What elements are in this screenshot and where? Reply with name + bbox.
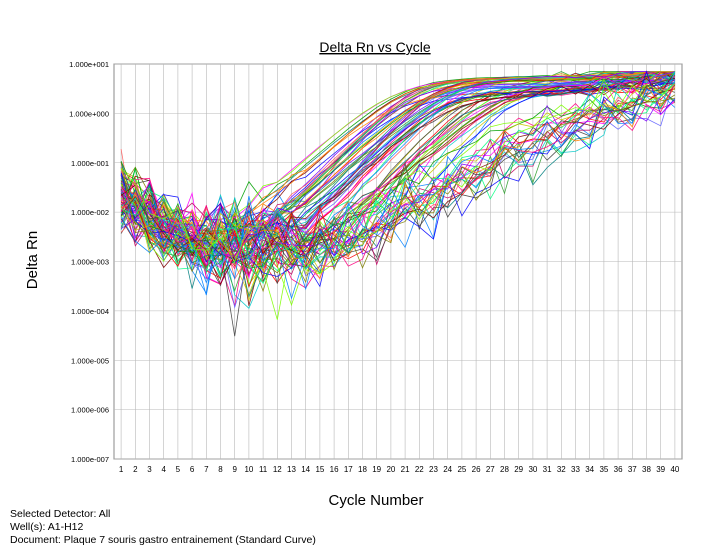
x-tick-label: 36: [614, 465, 623, 474]
x-tick-label: 1: [119, 465, 124, 474]
x-tick-label: 14: [301, 465, 310, 474]
selected-detector: Selected Detector: All: [10, 508, 111, 520]
amplification-curve: [120, 78, 676, 307]
x-tick-label: 30: [528, 465, 537, 474]
amplification-curve: [120, 82, 676, 257]
amplification-curve: [120, 71, 675, 255]
x-tick-label: 22: [415, 465, 424, 474]
x-tick-label: 4: [161, 465, 166, 474]
x-tick-label: 29: [514, 465, 523, 474]
y-tick-label: 1.000e-007: [71, 455, 109, 464]
y-tick-label: 1.000e+001: [69, 60, 109, 69]
amplification-curve: [120, 78, 675, 268]
x-tick-label: 23: [429, 465, 438, 474]
y-tick-label: 1.000e-003: [71, 258, 109, 267]
amplification-curve: [121, 79, 675, 298]
x-tick-labels: 1 2 3 4 5 6 7 8 9 10 11 12 13 14 15 16 17 18 19 20 21 22 23 24 2…: [119, 465, 680, 474]
x-axis-label: Cycle Number: [328, 492, 423, 508]
x-tick-label: 8: [218, 465, 223, 474]
x-tick-label: 35: [599, 465, 608, 474]
amplification-curve: [120, 85, 676, 289]
y-tick-label: 1.000e-004: [71, 307, 109, 316]
x-tick-label: 10: [244, 465, 253, 474]
x-tick-label: 18: [358, 465, 367, 474]
x-tick-label: 15: [315, 465, 324, 474]
x-tick-label: 24: [443, 465, 452, 474]
x-tick-label: 40: [670, 465, 679, 474]
amplification-curve: [120, 71, 676, 287]
y-axis-label: Delta Rn: [24, 231, 41, 289]
amplification-curve: [120, 71, 676, 250]
amplification-curve: [120, 70, 676, 277]
x-tick-label: 16: [330, 465, 339, 474]
x-tick-label: 13: [287, 465, 296, 474]
y-tick-label: 1.000e+000: [69, 109, 109, 118]
x-tick-label: 33: [571, 465, 580, 474]
chart-title: Delta Rn vs Cycle: [319, 39, 430, 55]
x-tick-label: 34: [585, 465, 594, 474]
document-name: Document: Plaque 7 souris gastro entrain…: [10, 534, 316, 546]
x-tick-label: 12: [273, 465, 282, 474]
wells: Well(s): A1-H12: [10, 521, 84, 533]
amplification-curve: [120, 87, 676, 337]
x-tick-label: 2: [133, 465, 138, 474]
amplification-curve: [120, 97, 675, 284]
x-tick-label: 39: [656, 465, 665, 474]
x-tick-label: 38: [642, 465, 651, 474]
x-tick-label: 27: [486, 465, 495, 474]
x-tick-label: 9: [232, 465, 237, 474]
amplification-curve: [120, 87, 676, 280]
y-tick-labels: 1.000e+001 1.000e+000 1.000e-001 1.000e-002…: [69, 60, 109, 464]
x-tick-label: 26: [472, 465, 481, 474]
x-tick-label: 3: [147, 465, 152, 474]
x-tick-label: 21: [401, 465, 410, 474]
x-tick-label: 31: [543, 465, 552, 474]
amplification-curve: [120, 74, 676, 296]
x-tick-label: 6: [190, 465, 195, 474]
x-tick-label: 19: [372, 465, 381, 474]
delta-rn-chart: Delta Rn vs Cycle Delta Rn Cycle Number …: [24, 39, 683, 508]
x-tick-label: 7: [204, 465, 209, 474]
amplification-curve: [120, 71, 676, 278]
x-tick-label: 17: [344, 465, 353, 474]
x-tick-label: 28: [500, 465, 509, 474]
amplification-curves: [120, 70, 676, 337]
x-tick-label: 5: [176, 465, 181, 474]
y-tick-label: 1.000e-005: [71, 356, 109, 365]
x-tick-label: 25: [457, 465, 466, 474]
x-tick-label: 37: [628, 465, 637, 474]
x-tick-label: 20: [386, 465, 395, 474]
footer-info: Selected Detector: All Well(s): A1-H12 D…: [10, 508, 316, 547]
amplification-curve: [120, 88, 676, 300]
y-tick-label: 1.000e-001: [71, 159, 109, 168]
y-tick-label: 1.000e-002: [71, 208, 109, 217]
x-tick-label: 11: [259, 465, 268, 474]
y-tick-label: 1.000e-006: [71, 406, 109, 415]
x-tick-label: 32: [557, 465, 566, 474]
